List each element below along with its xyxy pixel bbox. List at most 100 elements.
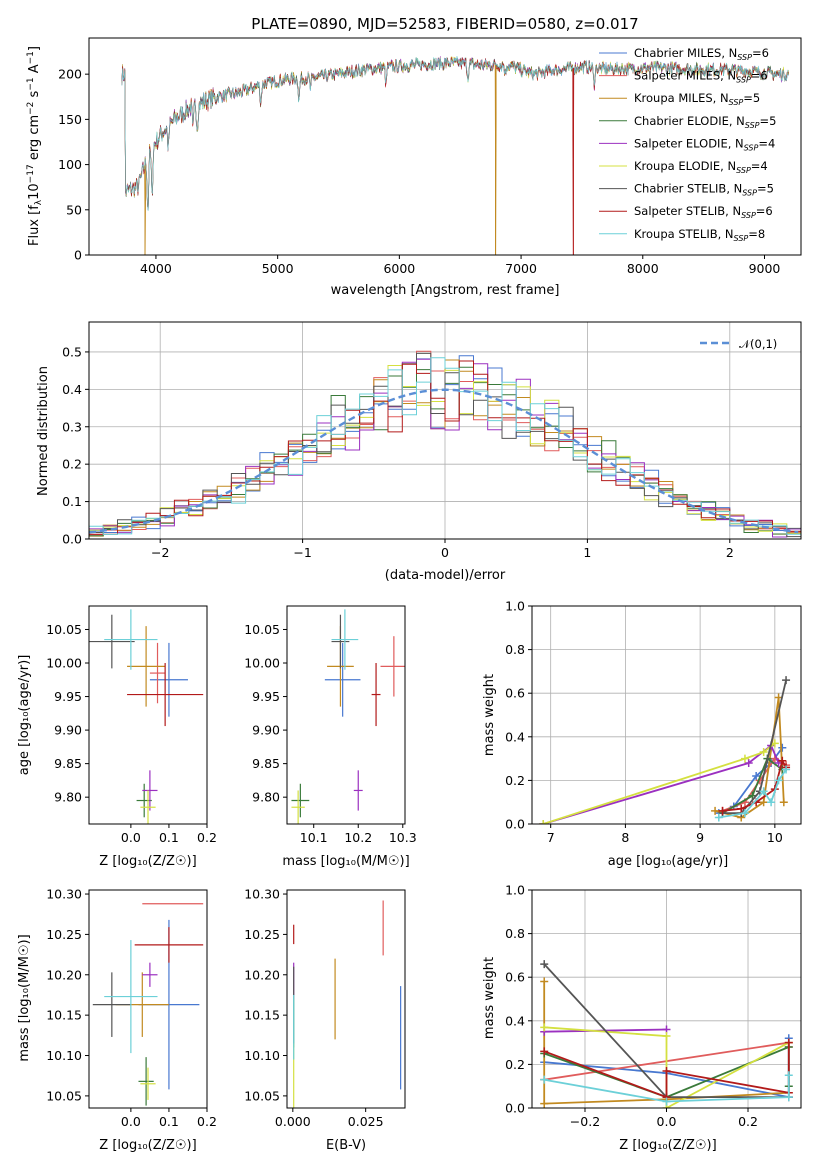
ageZ-ylabel: age [log₁₀(age/yr)] xyxy=(17,655,32,776)
x-tick-label: 10 xyxy=(767,830,783,845)
spectrum-line-ss xyxy=(121,57,789,255)
weight_vs_Z-axes: −0.2 0.0 0.2 0.0 0.2 0.4 0.6 0.8 1.0 xyxy=(505,883,802,1129)
weight-marker-ke xyxy=(740,754,749,763)
y-tick-label: 0.6 xyxy=(505,686,525,701)
y-tick-label: 150 xyxy=(58,112,82,127)
weight-marker-ks xyxy=(540,1075,549,1084)
x-tick-label: 10.1 xyxy=(300,830,328,845)
mass_vs_Z-axes: 0.0 0.1 0.2 10.05 10.10 10.15 10.20 10.25 10.30 xyxy=(46,887,217,1129)
weight-marker-ss xyxy=(778,756,787,765)
legend-label: Kroupa ELODIE, NSSP=4 xyxy=(634,159,768,175)
x-tick-label: 4000 xyxy=(140,261,172,276)
x-tick-label: 0.0 xyxy=(121,1114,141,1129)
weight-marker-ks xyxy=(740,809,749,818)
x-tick-label: 0.2 xyxy=(197,1114,217,1129)
y-tick-label: 10.15 xyxy=(46,1008,82,1023)
y-tick-label: 10.05 xyxy=(46,1088,82,1103)
y-tick-label: 10.20 xyxy=(244,967,280,982)
weight-marker-ks xyxy=(784,1093,793,1102)
y-tick-label: 0.0 xyxy=(62,532,82,547)
y-tick-label: 10.15 xyxy=(244,1008,280,1023)
age_vs_mass-frame xyxy=(286,605,406,825)
weight-marker-cs xyxy=(782,676,791,685)
y-tick-label: 9.85 xyxy=(252,756,280,771)
x-tick-label: 1 xyxy=(583,545,591,560)
massZ-ylabel: mass [log₁₀(M/M☉)] xyxy=(17,934,32,1061)
y-tick-label: 0 xyxy=(74,248,82,263)
y-tick-label: 0.3 xyxy=(62,419,82,434)
y-tick-label: 10.05 xyxy=(244,1088,280,1103)
y-tick-label: 9.90 xyxy=(54,723,82,738)
weight-marker-ss xyxy=(737,804,746,813)
mass_vs_ebv-marks xyxy=(293,900,402,1108)
weight-marker-ks xyxy=(782,765,791,774)
weight-marker-ks xyxy=(662,1097,671,1106)
y-tick-label: 10.30 xyxy=(46,887,82,902)
mass_vs_Z-marks xyxy=(92,903,204,1106)
weight-marker-ke xyxy=(539,820,548,824)
residuals-axes: −2 −1 0 1 2 0.0 0.1 0.2 0.3 0.4 0.5 xyxy=(62,321,802,560)
weight-marker-cm xyxy=(752,772,761,781)
x-tick-label: 5000 xyxy=(262,261,294,276)
weight_vs_age-frame xyxy=(531,605,802,825)
weight-marker-ke xyxy=(662,1032,671,1041)
spectrum-title: PLATE=0890, MJD=52583, FIBERID=0580, z=0… xyxy=(251,15,638,33)
y-tick-label: 0.2 xyxy=(505,773,525,788)
age_vs_Z-marks xyxy=(89,609,204,824)
x-tick-label: 8 xyxy=(621,830,629,845)
age_vs_Z-frame xyxy=(88,605,208,825)
wZ-xlabel: Z [log₁₀(Z/Z☉)] xyxy=(619,1138,716,1153)
y-tick-label: 0.2 xyxy=(505,1057,525,1072)
wZ-ylabel: mass weight xyxy=(482,957,497,1039)
spectrum-xlabel: wavelength [Angstrom, rest frame] xyxy=(331,283,560,298)
spectrum-line-ks xyxy=(121,56,789,211)
y-tick-label: 10.10 xyxy=(244,1048,280,1063)
x-tick-label: 8000 xyxy=(627,261,659,276)
weight-marker-ks xyxy=(759,787,768,796)
weight-marker-km xyxy=(711,806,720,815)
x-tick-label: 0.000 xyxy=(275,1114,311,1129)
legend-label: Chabrier MILES, NSSP=6 xyxy=(634,46,769,62)
weight-marker-ss xyxy=(540,1047,549,1056)
mass_vs_ebv-axes: 0.000 0.025 10.05 10.10 10.15 10.20 10.25 10.30 xyxy=(244,887,406,1129)
weight-marker-cs xyxy=(540,960,549,969)
x-tick-label: 0.0 xyxy=(657,1114,677,1129)
spectrum-frame xyxy=(88,37,802,256)
y-tick-label: 10.00 xyxy=(46,656,82,671)
x-tick-label: 9000 xyxy=(749,261,781,276)
legend-label: Salpeter ELODIE, NSSP=4 xyxy=(634,136,775,152)
x-tick-label: −1 xyxy=(293,545,311,560)
y-tick-label: 0.1 xyxy=(62,494,82,509)
y-tick-label: 100 xyxy=(58,157,82,172)
residuals-ylabel: Normed distribution xyxy=(36,366,51,496)
legend-label: Salpeter STELIB, NSSP=6 xyxy=(634,204,773,220)
y-tick-label: 0.4 xyxy=(505,1013,525,1028)
y-tick-label: 200 xyxy=(58,67,82,82)
y-tick-label: 10.20 xyxy=(46,967,82,982)
y-tick-label: 9.85 xyxy=(54,756,82,771)
legend-label: Salpeter MILES, NSSP=6 xyxy=(634,69,768,85)
y-tick-label: 0.2 xyxy=(62,457,82,472)
y-tick-label: 9.90 xyxy=(252,723,280,738)
y-tick-label: 9.80 xyxy=(252,790,280,805)
weight_vs_age-axes: 7 8 9 10 0.0 0.2 0.4 0.6 0.8 1.0 xyxy=(505,599,802,845)
y-tick-label: 9.95 xyxy=(252,689,280,704)
weight-marker-ss xyxy=(662,1066,671,1075)
massZ-xlabel: Z [log₁₀(Z/Z☉)] xyxy=(99,1138,196,1153)
x-tick-label: 0.2 xyxy=(738,1114,758,1129)
legend-label: Kroupa STELIB, NSSP=8 xyxy=(634,227,765,243)
y-tick-label: 1.0 xyxy=(505,599,525,614)
agemass-xlabel: mass [log₁₀(M/M☉)] xyxy=(282,854,409,869)
y-tick-label: 0.5 xyxy=(62,344,82,359)
weight-line-km xyxy=(543,981,789,1105)
y-tick-label: 0.0 xyxy=(505,817,525,832)
weight-marker-cm xyxy=(778,743,787,752)
weight-marker-ks xyxy=(774,776,783,785)
y-tick-label: 0.8 xyxy=(505,926,525,941)
y-tick-label: 0.6 xyxy=(505,970,525,985)
x-tick-label: 2 xyxy=(726,545,734,560)
spectrum-marks xyxy=(121,56,789,255)
weight-line-ks xyxy=(544,1075,790,1103)
weight_vs_age-marks xyxy=(539,676,791,824)
